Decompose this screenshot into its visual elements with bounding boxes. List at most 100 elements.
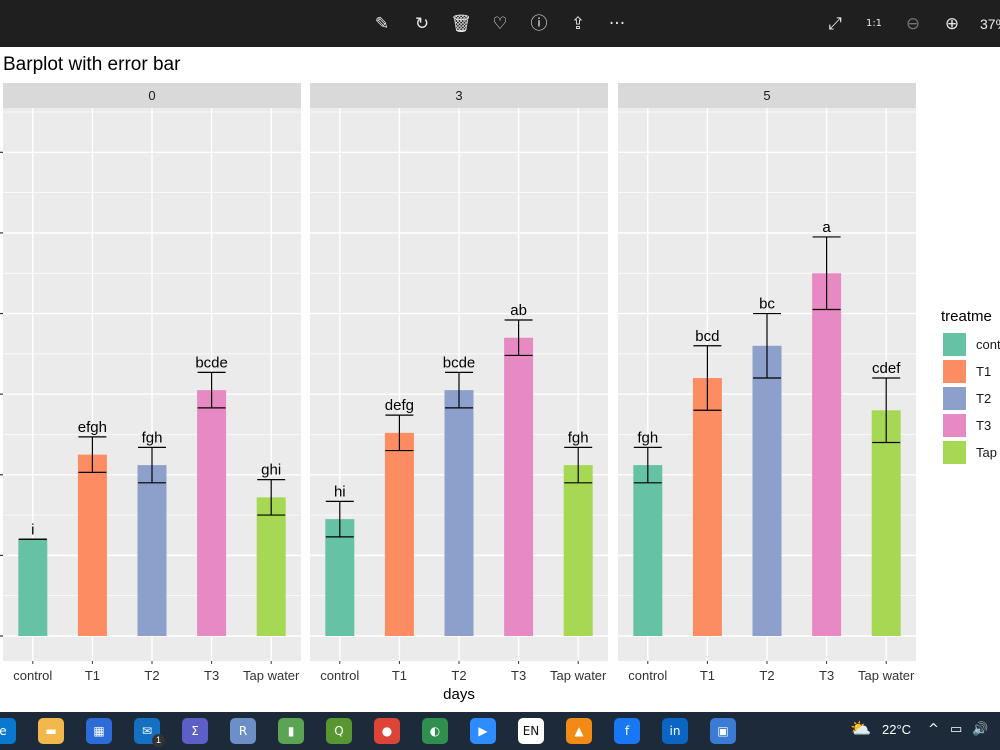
significance-label: fgh xyxy=(637,429,658,446)
error-bar xyxy=(257,479,286,516)
significance-label: ghi xyxy=(261,462,281,479)
weather-icon[interactable]: ⛅ xyxy=(850,719,872,739)
facet-panels: 0 i control efgh T1 fgh T2 bcde T3 ghi Tap water 3 h… xyxy=(0,83,916,683)
bar xyxy=(77,454,107,636)
x-tick-label: T2 xyxy=(144,668,159,683)
chrome-icon[interactable]: ● xyxy=(374,718,400,744)
legend-swatch xyxy=(943,441,966,464)
error-bar xyxy=(812,236,841,311)
significance-label: fgh xyxy=(568,429,589,446)
info-icon[interactable]: ⓘ xyxy=(530,14,548,34)
vlc-icon[interactable]: ▲ xyxy=(566,718,592,744)
language-icon[interactable]: EN xyxy=(518,718,544,744)
significance-label: defg xyxy=(385,397,414,414)
bar xyxy=(633,465,663,636)
error-bar xyxy=(693,345,722,411)
stats-icon[interactable]: ▮ xyxy=(278,718,304,744)
significance-label: bcde xyxy=(443,354,476,371)
zoom-level: 37% xyxy=(980,16,1000,32)
barplot-chart: Barplot with error bar 0 i control efgh T1 fg… xyxy=(0,54,1000,703)
bar xyxy=(444,390,474,636)
edge-icon[interactable]: e xyxy=(0,718,16,744)
linkedin-icon[interactable]: in xyxy=(662,718,688,744)
chevron-up-icon[interactable]: ^ xyxy=(928,722,939,737)
error-bar xyxy=(385,414,414,452)
error-bar xyxy=(445,371,473,409)
legend-swatch xyxy=(943,414,966,437)
fullscreen-icon[interactable]: ⤢ xyxy=(828,14,842,34)
volume-icon[interactable]: 🔊 xyxy=(972,722,989,737)
bar xyxy=(692,378,722,636)
more-icon[interactable]: ··· xyxy=(608,14,626,34)
photos-icon[interactable]: ▣ xyxy=(710,718,736,744)
legend-swatch xyxy=(943,360,966,383)
significance-label: bcde xyxy=(195,354,228,371)
significance-label: cdef xyxy=(872,360,901,377)
mail-icon[interactable]: ✉ xyxy=(134,718,160,744)
earth-icon[interactable]: ◐ xyxy=(422,718,448,744)
x-tick-label: Tap water xyxy=(550,668,607,683)
legend-swatch xyxy=(943,333,966,356)
error-bar xyxy=(325,500,354,538)
zoom-icon[interactable]: ▶ xyxy=(470,718,496,744)
x-tick-label: control xyxy=(13,668,52,683)
favorite-icon[interactable]: ♡ xyxy=(492,14,508,34)
x-axis-label: days xyxy=(443,686,475,703)
x-tick-label: T3 xyxy=(511,668,526,683)
qgis-icon[interactable]: Q xyxy=(326,718,352,744)
actual-size-icon[interactable]: 1:1 xyxy=(865,18,883,29)
zoom-out-icon[interactable]: ⊖ xyxy=(905,14,921,34)
facet-panel: 3 hi control defg T1 bcde T2 ab T3 fgh Tap water xyxy=(310,83,608,683)
legend-label: T2 xyxy=(976,391,991,406)
taskbar: e ▬ ▦ ✉ 1 Σ R ▮ Q ● ◐ ▶ EN ▲ f in ▣ ⛅ 22°C ^ ▭ 🔊 xyxy=(0,712,1000,750)
delete-icon[interactable]: 🗑 xyxy=(450,14,472,34)
temperature[interactable]: 22°C xyxy=(882,722,912,737)
share-icon[interactable]: ⇪ xyxy=(570,14,586,34)
bar xyxy=(256,497,286,636)
significance-label: i xyxy=(31,521,34,538)
significance-label: a xyxy=(822,219,831,236)
facet-panel: 5 fgh control bcd T1 bc T2 a T3 cdef Tap water xyxy=(618,83,916,683)
x-tick-label: T3 xyxy=(819,668,834,683)
significance-label: hi xyxy=(334,483,346,500)
x-tick-label: Tap water xyxy=(243,668,300,683)
error-bar xyxy=(197,371,226,409)
error-bar xyxy=(872,377,901,444)
legend-title: treatme xyxy=(941,308,992,325)
bar xyxy=(384,432,414,636)
zoom-in-icon[interactable]: ⊕ xyxy=(944,14,960,34)
legend-label: Tap xyxy=(976,445,997,460)
significance-label: efgh xyxy=(78,419,107,436)
mail-badge: 1 xyxy=(152,734,165,747)
facet-strip xyxy=(310,83,608,108)
y-axis-ticks xyxy=(0,151,3,637)
bar xyxy=(871,410,901,636)
bar xyxy=(504,337,534,636)
x-tick-label: T1 xyxy=(85,668,100,683)
battery-icon[interactable]: ▭ xyxy=(950,722,963,737)
facet-label: 5 xyxy=(763,88,770,103)
error-bar xyxy=(633,446,662,484)
chart-title: Barplot with error bar xyxy=(3,54,181,75)
facet-strip xyxy=(618,83,916,108)
significance-label: bcd xyxy=(695,328,719,345)
legend-label: T3 xyxy=(976,418,991,433)
significance-label: ab xyxy=(510,302,527,319)
viewer-toolbar: ✎ ↻ 🗑 ♡ ⓘ ⇪ ··· ⤢ 1:1 ⊖ ⊕ 37% xyxy=(0,0,1000,47)
legend-label: T1 xyxy=(976,364,991,379)
store-icon[interactable]: ▦ xyxy=(86,718,112,744)
error-bar xyxy=(753,312,781,379)
facebook-icon[interactable]: f xyxy=(614,718,640,744)
x-tick-label: T3 xyxy=(204,668,219,683)
rotate-icon[interactable]: ↻ xyxy=(414,14,430,34)
file-explorer-icon[interactable]: ▬ xyxy=(38,718,64,744)
bar xyxy=(325,519,355,636)
x-tick-label: T1 xyxy=(392,668,407,683)
bar xyxy=(18,539,48,636)
r-icon[interactable]: R xyxy=(230,718,256,744)
x-tick-label: T2 xyxy=(451,668,466,683)
edit-icon[interactable]: ✎ xyxy=(374,14,390,34)
facet-panel: 0 i control efgh T1 fgh T2 bcde T3 ghi Tap water xyxy=(3,83,301,683)
teams-icon[interactable]: Σ xyxy=(182,718,208,744)
x-tick-label: T2 xyxy=(759,668,774,683)
